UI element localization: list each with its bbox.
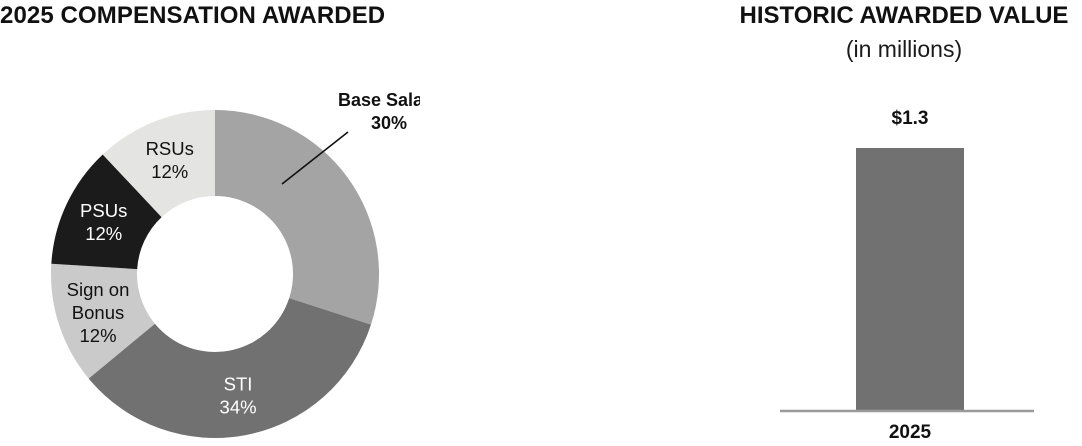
x-tick-label: 2025 <box>889 422 932 443</box>
slice-label-sign-on-bonus: Sign on Bonus 12% <box>67 279 130 346</box>
bar-chart-subtitle: (in millions) <box>845 36 963 62</box>
donut-chart-title: 2025 COMPENSATION AWARDED <box>0 2 386 29</box>
bar-chart-title: HISTORIC AWARDED VALUE <box>739 2 1069 29</box>
slice-base-salary <box>215 110 379 325</box>
slice-name: RSUs <box>146 138 194 159</box>
slice-label-psus: PSUs 12% <box>80 200 127 244</box>
slice-label-sti: STI 34% <box>220 373 257 417</box>
bar-2025 <box>856 148 964 411</box>
slice-label-rsus: RSUs 12% <box>146 138 194 182</box>
slice-label-base-salary: Base Salary 30% <box>338 90 420 133</box>
slice-name: Bonus <box>72 302 124 323</box>
bar-value-label: $1.3 <box>892 108 929 129</box>
slice-percent: 12% <box>85 223 122 244</box>
slice-percent: 12% <box>80 325 117 346</box>
slice-name: Sign on <box>67 279 130 300</box>
slice-percent: 34% <box>220 396 257 417</box>
slice-psus <box>51 154 162 270</box>
slice-percent: 12% <box>151 161 188 182</box>
slice-name: Base Salary <box>338 90 420 110</box>
slice-sign-on-bonus <box>51 263 155 379</box>
slice-rsus <box>102 110 215 218</box>
slice-name: PSUs <box>80 200 127 221</box>
leader-line-base-salary <box>281 131 349 185</box>
slice-sti <box>88 298 371 438</box>
bar-chart-title-block: HISTORIC AWARDED VALUE (in millions) <box>690 2 1082 63</box>
slice-percent: 30% <box>371 113 407 133</box>
slice-name: STI <box>224 373 253 394</box>
